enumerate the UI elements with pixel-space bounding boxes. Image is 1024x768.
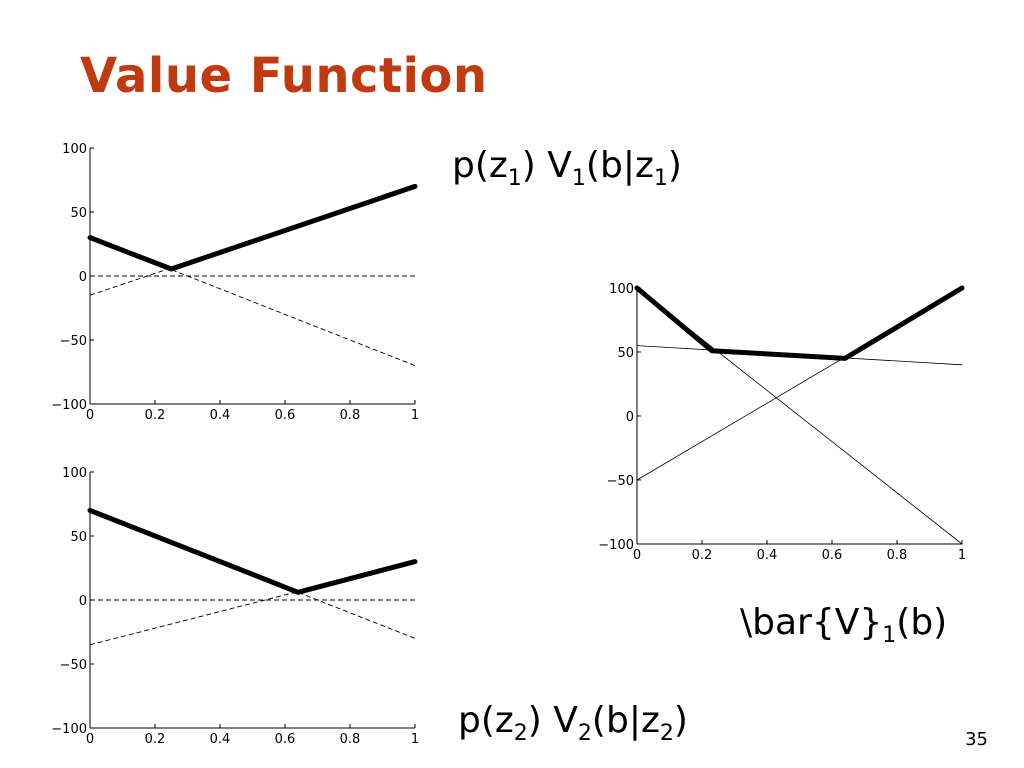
eq1-text-rest: (b|z: [585, 145, 654, 186]
y-tick-label: 100: [62, 142, 87, 157]
y-tick-label: 100: [62, 466, 87, 481]
eq3-text-end: (b): [896, 602, 948, 643]
equation-vbar-1: \bar{V}1(b): [740, 602, 948, 647]
x-tick-label: 0.2: [145, 732, 166, 747]
y-tick-label: −50: [60, 334, 87, 349]
y-tick-label: −50: [607, 474, 634, 489]
x-tick-label: 0.6: [822, 548, 843, 563]
x-tick-label: 0: [633, 548, 641, 563]
x-tick-label: 0.8: [887, 548, 908, 563]
x-tick-label: 0.6: [275, 732, 296, 747]
x-tick-label: 0.2: [692, 548, 713, 563]
x-tick-label: 0.2: [145, 408, 166, 423]
x-tick-label: 0: [86, 732, 94, 747]
eq1-sub-1: 1: [507, 166, 522, 191]
page-number: 35: [965, 729, 988, 750]
eq2-sub-3: 2: [659, 721, 674, 746]
eq3-sub: 1: [882, 623, 897, 648]
x-tick-label: 0.4: [757, 548, 778, 563]
y-tick-label: 50: [617, 346, 634, 361]
slide-title: Value Function: [80, 48, 488, 104]
eq2-text-p: p(z: [458, 700, 514, 741]
x-tick-label: 0.4: [210, 732, 231, 747]
eq1-sub-2: 1: [571, 166, 586, 191]
equation-p-z1-v1: p(z1) V1(b|z1): [452, 145, 682, 190]
y-tick-label: 50: [70, 530, 87, 545]
y-tick-label: −100: [51, 398, 87, 413]
x-tick-label: 0.8: [340, 732, 361, 747]
eq1-text-mid: ) V: [521, 145, 572, 186]
eq2-sub-1: 2: [513, 721, 528, 746]
eq1-text-p: p(z: [452, 145, 508, 186]
y-tick-label: 0: [626, 410, 634, 425]
x-tick-label: 1: [958, 548, 966, 563]
series-line-bold-3: [87, 183, 418, 272]
eq2-text-rest: (b|z: [591, 700, 660, 741]
eq3-text-main: \bar{V}: [740, 602, 883, 643]
y-tick-label: 0: [79, 270, 87, 285]
series-line-bold-3: [87, 507, 418, 595]
x-tick-label: 0: [86, 408, 94, 423]
series-line-bold-3: [634, 285, 965, 361]
x-tick-label: 0.8: [340, 408, 361, 423]
x-tick-label: 1: [411, 732, 419, 747]
y-tick-label: 100: [609, 282, 634, 297]
y-tick-label: 50: [70, 206, 87, 221]
x-tick-label: 0.4: [210, 408, 231, 423]
y-tick-label: −100: [598, 538, 634, 553]
eq2-text-end: ): [673, 700, 688, 741]
eq1-sub-3: 1: [653, 166, 668, 191]
y-tick-label: −50: [60, 658, 87, 673]
x-tick-label: 0.6: [275, 408, 296, 423]
y-tick-label: −100: [51, 722, 87, 737]
eq1-text-end: ): [667, 145, 682, 186]
eq2-text-mid: ) V: [527, 700, 578, 741]
equation-p-z2-v2: p(z2) V2(b|z2): [458, 700, 688, 745]
y-tick-label: 0: [79, 594, 87, 609]
eq2-sub-2: 2: [577, 721, 592, 746]
x-tick-label: 1: [411, 408, 419, 423]
